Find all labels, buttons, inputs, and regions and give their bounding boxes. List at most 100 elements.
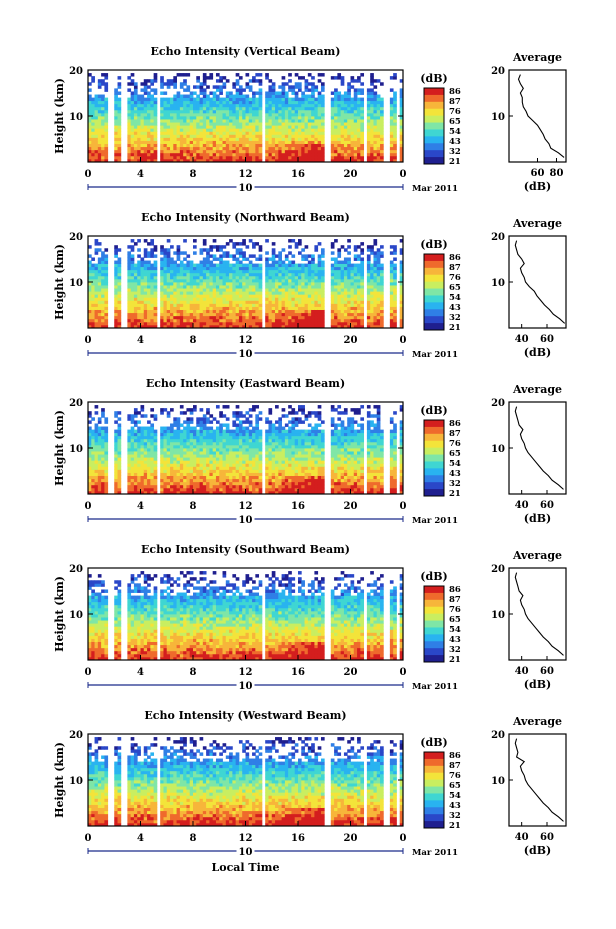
heatmap-cell [94, 460, 99, 464]
heatmap-cell [183, 97, 187, 102]
heatmap-cell [140, 122, 145, 126]
heatmap-cell [104, 248, 109, 252]
heatmap-cell [150, 306, 155, 310]
heatmap-cell [189, 285, 194, 289]
heatmap-cell [176, 451, 181, 455]
heatmap-cell [212, 254, 217, 258]
heatmap-cell [389, 260, 394, 264]
heatmap-cell [206, 122, 210, 126]
heatmap-cell [179, 134, 184, 138]
heatmap-cell [232, 300, 237, 304]
heatmap-cell [298, 85, 302, 89]
heatmap-cell [380, 275, 384, 280]
heatmap-cell [314, 291, 319, 295]
heatmap-cell [373, 260, 378, 264]
heatmap-cell [347, 291, 351, 295]
heatmap-cell [176, 478, 181, 483]
heatmap-cell [284, 297, 289, 301]
heatmap-cell [278, 152, 282, 157]
heatmap-cell [340, 282, 345, 286]
heatmap-cell [307, 155, 312, 160]
heatmap-cell [183, 158, 187, 163]
heatmap-cell [202, 149, 207, 154]
heatmap-cell [189, 112, 194, 117]
heatmap-cell [196, 300, 200, 304]
heatmap-cell [176, 109, 181, 114]
heatmap-cell [320, 303, 325, 307]
heatmap-cell [235, 128, 240, 132]
heatmap-cell [130, 91, 135, 95]
heatmap-cell [147, 91, 151, 95]
heatmap-cell [215, 134, 220, 138]
colorbar-tick-label: 32 [449, 313, 461, 323]
heatmap-cell [275, 294, 279, 298]
heatmap-cell [153, 490, 158, 495]
heatmap-cell [199, 472, 204, 476]
heatmap-cell [212, 272, 217, 277]
heatmap-cell [114, 441, 118, 446]
heatmap-cell [117, 91, 122, 95]
heatmap-cell [225, 251, 230, 255]
heatmap-cell [117, 269, 122, 274]
heatmap-cell [343, 106, 348, 111]
heatmap-cell [163, 451, 168, 455]
heatmap-cell [127, 294, 132, 298]
heatmap-cell [304, 315, 309, 320]
heatmap-cell [353, 324, 358, 329]
heatmap-cell [373, 239, 378, 243]
heatmap-cell [235, 260, 240, 264]
heatmap-cell [288, 309, 292, 314]
heatmap-cell [127, 469, 132, 473]
heatmap-cell [114, 472, 118, 476]
heatmap-cell [94, 451, 99, 455]
heatmap-cell [298, 128, 302, 132]
heatmap-cell [275, 119, 279, 123]
heatmap-cell [347, 251, 351, 255]
heatmap-cell [376, 285, 381, 289]
heatmap-cell [380, 125, 384, 129]
heatmap-cell [370, 297, 374, 301]
heatmap-cell [196, 152, 200, 157]
heatmap-cell [340, 100, 345, 105]
heatmap-cell [304, 257, 309, 261]
heatmap-cell [215, 97, 220, 102]
heatmap-cell [183, 448, 187, 452]
heatmap-cell [238, 300, 243, 304]
panel-title: Echo Intensity (Eastward Beam) [146, 377, 345, 390]
heatmap-cell [94, 112, 99, 117]
heatmap-cell [271, 291, 276, 295]
heatmap-cell [147, 119, 151, 123]
heatmap-cell [117, 487, 122, 492]
heatmap-cell [209, 272, 214, 277]
heatmap-cell [317, 315, 322, 320]
heatmap-cell [176, 288, 181, 292]
heatmap-cell [225, 272, 230, 277]
heatmap-cell [170, 134, 174, 138]
heatmap-cell [219, 137, 223, 141]
heatmap-cell [245, 149, 250, 154]
heatmap-cell [288, 321, 292, 326]
heatmap-cell [186, 294, 191, 298]
heatmap-cell [275, 116, 279, 120]
heatmap-cell [389, 318, 394, 323]
heatmap-cell [320, 278, 325, 283]
heatmap-cell [235, 303, 240, 307]
heatmap-cell [307, 152, 312, 157]
heatmap-cell [307, 97, 312, 102]
heatmap-cell [143, 88, 148, 92]
heatmap-cell [199, 315, 204, 320]
heatmap-cell [179, 291, 184, 295]
heatmap-cell [399, 263, 404, 268]
heatmap-cell [314, 100, 319, 105]
heatmap-cell [350, 294, 355, 298]
heatmap-cell [376, 278, 381, 283]
heatmap-cell [209, 263, 214, 268]
heatmap-cell [340, 315, 345, 320]
heatmap-cell [196, 146, 200, 151]
heatmap-cell [373, 100, 378, 105]
heatmap-cell [357, 91, 361, 95]
heatmap-cell [202, 260, 207, 264]
heatmap-cell [376, 149, 381, 154]
heatmap-cell [94, 137, 99, 141]
heatmap-cell [101, 140, 105, 144]
